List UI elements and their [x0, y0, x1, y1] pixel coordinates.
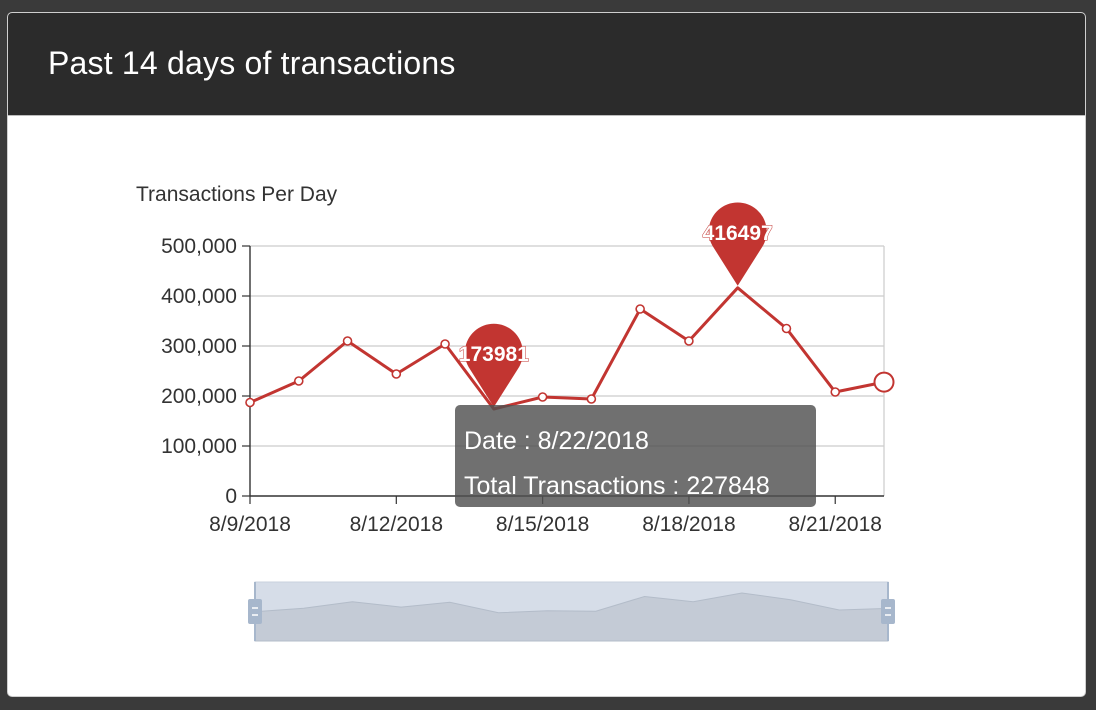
data-point[interactable] [245, 397, 255, 408]
tooltip-total-row: Total Transactions : 227848 [464, 464, 816, 509]
y-tick-label: 200,000 [161, 385, 237, 408]
y-tick-label: 400,000 [161, 285, 237, 308]
x-tick-label: 8/12/2018 [350, 513, 443, 536]
y-tick-label: 0 [225, 485, 237, 508]
series-layer [245, 286, 895, 411]
mark-point-label: 173981 [459, 343, 529, 366]
data-point[interactable] [440, 339, 450, 349]
mark-point-label: 416497 [703, 222, 773, 245]
zoom-handle-right[interactable] [881, 599, 895, 624]
data-point[interactable] [684, 336, 694, 346]
mark-points: 173981 416497 [458, 202, 773, 408]
y-tick-label: 300,000 [161, 335, 237, 358]
data-point[interactable] [293, 376, 304, 386]
data-point[interactable] [586, 394, 597, 404]
data-point[interactable] [342, 336, 353, 346]
axes: 0 100,000 200,000 300,000 400,000 500,000 8/9/… [161, 235, 884, 536]
zoom-preview-area [254, 592, 889, 642]
tooltip-date-row: Date : 8/22/2018 [464, 419, 816, 464]
mark-point-pin[interactable] [464, 323, 523, 408]
x-tick-label: 8/21/2018 [789, 513, 882, 536]
data-point[interactable] [781, 323, 792, 334]
series-line [249, 286, 885, 411]
chart-tooltip: Date : 8/22/2018 Total Transactions : 22… [455, 405, 816, 507]
tooltip-date-value: 8/22/2018 [537, 427, 649, 455]
data-point[interactable] [391, 369, 402, 379]
x-tick-label: 8/15/2018 [496, 513, 589, 536]
data-point[interactable] [830, 387, 841, 397]
y-tick-label: 500,000 [161, 235, 237, 258]
tooltip-total-value: 227848 [686, 472, 770, 500]
y-axis-title: Transactions Per Day [136, 183, 338, 206]
data-point[interactable] [635, 304, 645, 314]
x-tick-label: 8/9/2018 [209, 513, 291, 536]
tooltip-total-label: Total Transactions : [464, 472, 687, 500]
panel-header: Past 14 days of transactions [8, 13, 1085, 116]
panel-title: Past 14 days of transactions [48, 45, 456, 81]
x-tick-label: 8/18/2018 [642, 513, 735, 536]
tooltip-date-label: Date : [464, 427, 538, 455]
mark-point-pin[interactable] [708, 202, 767, 286]
data-point[interactable] [537, 392, 548, 402]
zoom-handle-left[interactable] [248, 599, 262, 624]
highlighted-point[interactable] [873, 371, 895, 393]
data-zoom[interactable] [248, 581, 895, 642]
y-tick-label: 100,000 [161, 435, 237, 458]
